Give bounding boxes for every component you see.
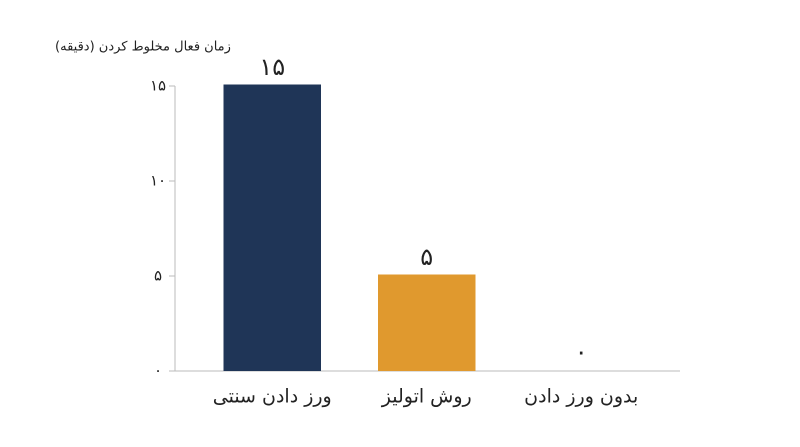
x-tick-label: بدون ورز دادن [524,386,638,408]
y-axis-title: زمان فعال مخلوط کردن (دقیقه) [55,40,231,55]
value-label: ۱۵ [259,53,285,81]
y-tick-label: ۰ [154,362,162,380]
bar [378,274,476,371]
x-tick-label: روش اتولیز [381,386,472,408]
bar [223,84,321,371]
y-tick-label: ۵ [154,267,162,285]
value-label: ۵ [420,243,433,271]
y-tick-label: ۱۰ [150,172,166,190]
y-tick-label: ۱۵ [150,77,166,95]
value-label: ۰ [575,338,588,366]
x-tick-label: ورز دادن سنتی [213,386,332,408]
